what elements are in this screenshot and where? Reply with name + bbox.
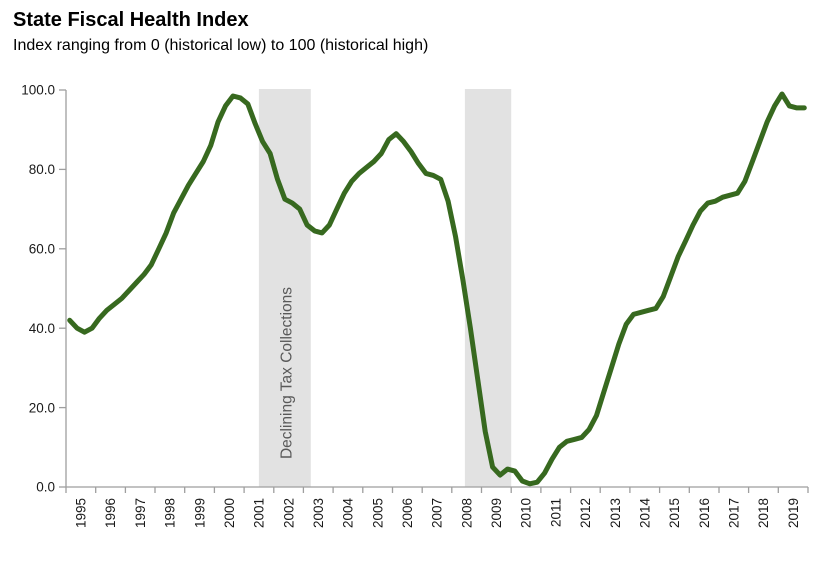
x-axis-tick-label: 2009 [489,498,504,528]
x-axis-tick-label: 1995 [74,498,89,528]
y-axis-tick-label: 40.0 [29,321,55,336]
fiscal-health-index-line [67,91,807,487]
x-axis-tick-label: 2019 [786,498,801,528]
x-axis-tick-label: 1997 [133,498,148,528]
x-axis-tick-label: 2000 [222,498,237,528]
y-axis-tick-label: 60.0 [29,242,55,257]
x-axis-tick-label: 2010 [519,498,534,528]
band-label-declining-tax-collections: Declining Tax Collections [278,287,295,459]
x-axis-tick-label: 2001 [252,498,267,528]
y-axis-tick-label: 0.0 [36,480,55,495]
shaded-band-2 [464,89,512,487]
x-axis-tick-label: 1998 [163,498,178,528]
y-axis-tick-label: 20.0 [29,400,55,415]
x-axis-tick-label: 2006 [400,498,415,528]
x-axis-tick-label: 2013 [608,498,623,528]
x-axis-tick-label: 2005 [370,498,385,528]
x-axis-tick-label: 2018 [756,498,771,528]
x-axis-tick-label: 1996 [103,498,118,528]
x-axis-tick-label: 1999 [192,498,207,528]
x-axis-tick-label: 2004 [341,498,356,529]
chart-subtitle: Index ranging from 0 (historical low) to… [13,37,429,54]
shaded-band-1 [258,89,311,487]
x-axis-tick-label: 2016 [697,498,712,528]
x-axis-tick-label: 2002 [281,498,296,528]
x-axis-tick-label: 2015 [667,498,682,528]
x-axis-tick-label: 2003 [311,498,326,528]
x-axis-tick-label: 2008 [459,498,474,528]
x-axis-tick-label: 2017 [727,498,742,528]
y-axis-tick-label: 80.0 [29,162,55,177]
y-axis-tick-label: 100.0 [21,83,55,98]
x-axis-tick-label: 2012 [578,498,593,528]
chart-title: State Fiscal Health Index [13,9,249,31]
x-axis-tick-label: 2011 [548,498,563,527]
x-axis-tick-label: 2014 [638,498,653,529]
x-axis-tick-label: 2007 [430,498,445,528]
